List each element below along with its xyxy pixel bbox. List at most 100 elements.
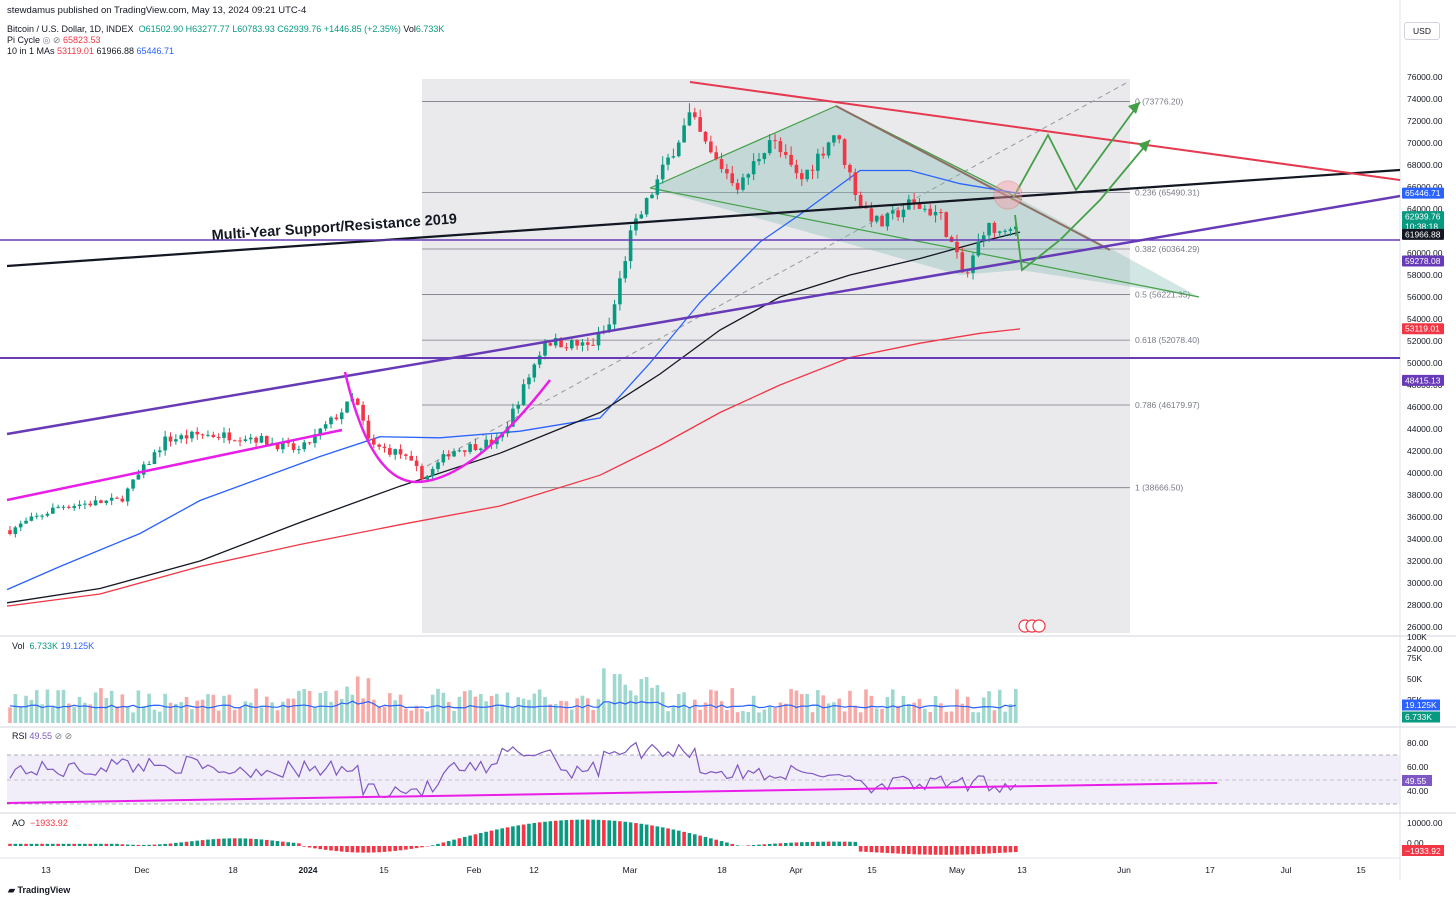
candle-body[interactable] <box>72 506 76 508</box>
candle-body[interactable] <box>842 139 847 165</box>
candle-body[interactable] <box>51 507 55 514</box>
candle-body[interactable] <box>40 515 44 517</box>
projection-path-low[interactable] <box>1014 139 1151 272</box>
candle-body[interactable] <box>457 450 462 452</box>
candle-body[interactable] <box>725 169 729 174</box>
candle-body[interactable] <box>837 135 842 140</box>
candle-body[interactable] <box>751 161 756 175</box>
candle-body[interactable] <box>580 342 585 346</box>
candle-body[interactable] <box>933 211 938 216</box>
candle-body[interactable] <box>890 210 895 214</box>
candle-body[interactable] <box>441 454 446 463</box>
candle-body[interactable] <box>414 460 419 467</box>
candle-body[interactable] <box>152 452 157 465</box>
candle-body[interactable] <box>168 436 173 442</box>
candle-body[interactable] <box>404 454 408 456</box>
candle-body[interactable] <box>393 449 397 455</box>
candle-body[interactable] <box>329 417 333 425</box>
candle-body[interactable] <box>430 468 435 477</box>
candle-body[interactable] <box>179 435 183 440</box>
candle-body[interactable] <box>591 344 595 346</box>
candle-body[interactable] <box>45 513 50 516</box>
candle-body[interactable] <box>184 435 189 439</box>
candle-body[interactable] <box>1008 229 1013 231</box>
candle-body[interactable] <box>564 347 569 349</box>
candle-body[interactable] <box>762 153 767 160</box>
candle-body[interactable] <box>109 497 114 501</box>
candle-body[interactable] <box>323 424 328 429</box>
candle-body[interactable] <box>607 324 611 331</box>
candle-body[interactable] <box>944 212 949 237</box>
candle-body[interactable] <box>67 506 71 508</box>
ao-legend[interactable]: AO −1933.92 <box>12 818 68 828</box>
candle-body[interactable] <box>553 338 558 346</box>
candle-body[interactable] <box>644 198 649 215</box>
candle-body[interactable] <box>874 215 879 222</box>
eye-icon[interactable]: ◎ ⊘ <box>42 35 61 45</box>
candle-body[interactable] <box>655 179 660 195</box>
candle-body[interactable] <box>227 432 232 441</box>
candle-body[interactable] <box>216 437 221 439</box>
candle-body[interactable] <box>99 500 103 504</box>
candle-body[interactable] <box>596 333 601 346</box>
candle-body[interactable] <box>13 527 18 535</box>
candle-body[interactable] <box>88 503 93 506</box>
candle-body[interactable] <box>586 342 590 345</box>
candle-body[interactable] <box>206 434 210 436</box>
ma-mid-line[interactable] <box>6 231 1021 604</box>
candle-body[interactable] <box>18 523 23 528</box>
candle-body[interactable] <box>687 112 692 126</box>
candle-body[interactable] <box>372 438 376 445</box>
candle-body[interactable] <box>446 454 451 457</box>
candle-body[interactable] <box>345 401 349 413</box>
candle-body[interactable] <box>805 169 809 180</box>
candle-body[interactable] <box>355 398 360 405</box>
highlight-circle[interactable] <box>993 180 1023 210</box>
candle-body[interactable] <box>248 437 253 440</box>
candle-body[interactable] <box>634 218 638 231</box>
eye-icon[interactable]: ⊘ ⊘ <box>54 731 73 741</box>
candle-body[interactable] <box>24 520 28 524</box>
fib-trend-line[interactable] <box>426 81 1129 467</box>
candle-body[interactable] <box>569 340 574 349</box>
candle-body[interactable] <box>778 141 783 153</box>
candle-body[interactable] <box>468 444 472 452</box>
candle-body[interactable] <box>158 450 162 453</box>
candle-body[interactable] <box>896 210 900 218</box>
red-resistance-line[interactable] <box>689 81 1401 181</box>
candle-body[interactable] <box>693 112 697 118</box>
ma-long-line[interactable] <box>6 328 1021 607</box>
projection-path-high[interactable] <box>1011 101 1141 201</box>
candle-body[interactable] <box>339 412 344 420</box>
candle-body[interactable] <box>29 516 34 521</box>
currency-button[interactable]: USD <box>1404 22 1440 40</box>
candle-body[interactable] <box>955 241 959 253</box>
candle-body[interactable] <box>484 439 488 449</box>
candle-body[interactable] <box>93 500 98 506</box>
candle-body[interactable] <box>971 255 975 273</box>
candle-body[interactable] <box>200 434 205 436</box>
candle-body[interactable] <box>489 439 494 445</box>
candle-body[interactable] <box>275 443 280 450</box>
ma-legend[interactable]: 10 in 1 MAs 53119.01 61966.88 65446.71 <box>7 46 174 56</box>
candle-body[interactable] <box>462 450 467 452</box>
candle-body[interactable] <box>992 222 997 233</box>
candle-body[interactable] <box>34 515 39 517</box>
candle-body[interactable] <box>473 444 478 450</box>
candle-body[interactable] <box>537 355 542 365</box>
candle-body[interactable] <box>104 500 109 504</box>
candle-body[interactable] <box>917 202 922 209</box>
candle-body[interactable] <box>259 435 264 443</box>
candle-body[interactable] <box>901 209 906 218</box>
ma-short-line[interactable] <box>6 169 1021 591</box>
candle-body[interactable] <box>800 173 804 180</box>
candle-body[interactable] <box>885 213 890 227</box>
candle-body[interactable] <box>388 448 392 455</box>
candle-body[interactable] <box>366 420 371 439</box>
magenta-channel-line[interactable] <box>6 428 343 502</box>
candle-body[interactable] <box>83 503 87 505</box>
candle-body[interactable] <box>923 208 927 210</box>
candle-body[interactable] <box>816 153 820 171</box>
candle-body[interactable] <box>243 439 248 441</box>
